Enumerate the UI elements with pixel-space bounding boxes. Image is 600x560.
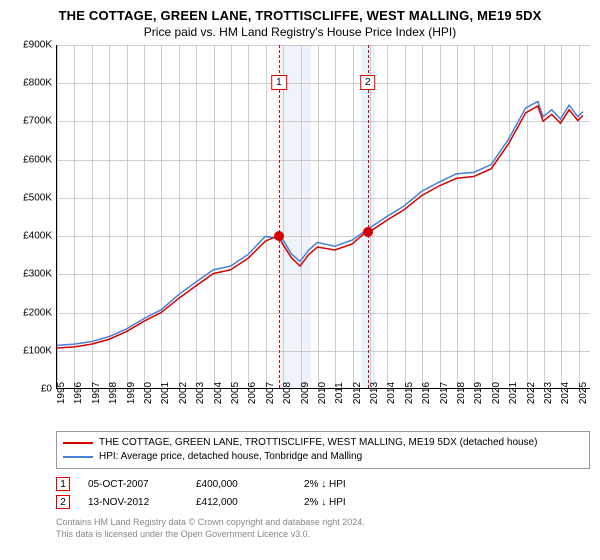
chart-container: THE COTTAGE, GREEN LANE, TROTTISCLIFFE, … bbox=[0, 0, 600, 550]
x-tick-label: 2014 bbox=[386, 382, 397, 404]
plot-area: 12 bbox=[56, 45, 590, 389]
x-tick-label: 2002 bbox=[178, 382, 189, 404]
transaction-delta: 2% ↓ HPI bbox=[304, 479, 394, 490]
legend-swatch bbox=[63, 456, 93, 458]
x-tick-label: 2000 bbox=[143, 382, 154, 404]
marker-line bbox=[368, 45, 369, 388]
y-axis: £0 £100K £200K £300K £400K £500K £600K £700K £80… bbox=[10, 45, 56, 425]
transaction-index: 1 bbox=[56, 477, 70, 491]
legend-row: HPI: Average price, detached house, Tonb… bbox=[63, 450, 583, 464]
x-tick-label: 1997 bbox=[91, 382, 102, 404]
x-axis: 1995199619971998199920002001200220032004… bbox=[56, 389, 590, 425]
series-price_paid bbox=[57, 106, 583, 348]
footnote-line-2: This data is licensed under the Open Gov… bbox=[56, 529, 590, 541]
marker-dot bbox=[363, 227, 373, 237]
x-tick-label: 2008 bbox=[282, 382, 293, 404]
series-hpi bbox=[57, 101, 583, 345]
y-tick-label: £200K bbox=[23, 307, 52, 318]
x-tick-label: 2003 bbox=[195, 382, 206, 404]
x-tick-label: 2017 bbox=[439, 382, 450, 404]
marker-label: 1 bbox=[271, 75, 287, 90]
x-tick-label: 2001 bbox=[160, 382, 171, 404]
x-tick-label: 2006 bbox=[247, 382, 258, 404]
legend-swatch bbox=[63, 442, 93, 444]
transaction-date: 13-NOV-2012 bbox=[88, 497, 178, 508]
y-tick-label: £800K bbox=[23, 78, 52, 89]
chart-title: THE COTTAGE, GREEN LANE, TROTTISCLIFFE, … bbox=[10, 8, 590, 23]
x-tick-label: 2023 bbox=[543, 382, 554, 404]
x-tick-label: 2022 bbox=[526, 382, 537, 404]
chart-area: £0 £100K £200K £300K £400K £500K £600K £700K £80… bbox=[10, 45, 590, 425]
marker-label: 2 bbox=[360, 75, 376, 90]
x-tick-label: 2011 bbox=[334, 382, 345, 404]
x-tick-label: 2005 bbox=[230, 382, 241, 404]
x-tick-label: 2021 bbox=[508, 382, 519, 404]
marker-dot bbox=[274, 231, 284, 241]
x-tick-label: 2010 bbox=[317, 382, 328, 404]
y-tick-label: £400K bbox=[23, 231, 52, 242]
x-tick-label: 2004 bbox=[213, 382, 224, 404]
transaction-price: £412,000 bbox=[196, 497, 286, 508]
transaction-delta: 2% ↓ HPI bbox=[304, 497, 394, 508]
line-series bbox=[57, 45, 590, 388]
x-tick-label: 2019 bbox=[473, 382, 484, 404]
x-tick-label: 2016 bbox=[421, 382, 432, 404]
x-tick-label: 1999 bbox=[126, 382, 137, 404]
y-tick-label: £300K bbox=[23, 269, 52, 280]
x-tick-label: 1996 bbox=[73, 382, 84, 404]
legend: THE COTTAGE, GREEN LANE, TROTTISCLIFFE, … bbox=[56, 431, 590, 469]
x-tick-label: 2012 bbox=[352, 382, 363, 404]
x-tick-label: 2018 bbox=[456, 382, 467, 404]
y-tick-label: £900K bbox=[23, 40, 52, 51]
transaction-price: £400,000 bbox=[196, 479, 286, 490]
y-tick-label: £0 bbox=[41, 384, 52, 395]
x-tick-label: 2013 bbox=[369, 382, 380, 404]
y-tick-label: £500K bbox=[23, 192, 52, 203]
footnote: Contains HM Land Registry data © Crown c… bbox=[56, 517, 590, 540]
y-tick-label: £600K bbox=[23, 154, 52, 165]
x-tick-label: 2007 bbox=[265, 382, 276, 404]
x-tick-label: 1998 bbox=[108, 382, 119, 404]
transaction-row: 2 13-NOV-2012 £412,000 2% ↓ HPI bbox=[56, 493, 590, 511]
transaction-date: 05-OCT-2007 bbox=[88, 479, 178, 490]
x-tick-label: 2020 bbox=[491, 382, 502, 404]
y-tick-label: £700K bbox=[23, 116, 52, 127]
transaction-row: 1 05-OCT-2007 £400,000 2% ↓ HPI bbox=[56, 475, 590, 493]
legend-row: THE COTTAGE, GREEN LANE, TROTTISCLIFFE, … bbox=[63, 436, 583, 450]
footnote-line-1: Contains HM Land Registry data © Crown c… bbox=[56, 517, 590, 529]
legend-text: HPI: Average price, detached house, Tonb… bbox=[99, 450, 362, 464]
legend-text: THE COTTAGE, GREEN LANE, TROTTISCLIFFE, … bbox=[99, 436, 537, 450]
transactions-table: 1 05-OCT-2007 £400,000 2% ↓ HPI 2 13-NOV-2012… bbox=[56, 475, 590, 511]
x-tick-label: 2024 bbox=[560, 382, 571, 404]
x-tick-label: 2015 bbox=[404, 382, 415, 404]
transaction-index: 2 bbox=[56, 495, 70, 509]
x-tick-label: 2025 bbox=[578, 382, 589, 404]
marker-line bbox=[279, 45, 280, 388]
x-tick-label: 1995 bbox=[56, 382, 67, 404]
x-tick-label: 2009 bbox=[300, 382, 311, 404]
y-tick-label: £100K bbox=[23, 345, 52, 356]
chart-subtitle: Price paid vs. HM Land Registry's House … bbox=[10, 25, 590, 39]
